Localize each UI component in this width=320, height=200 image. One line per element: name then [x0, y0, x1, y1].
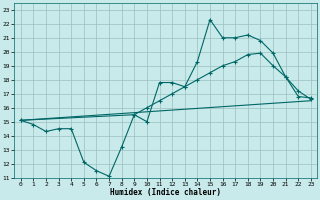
X-axis label: Humidex (Indice chaleur): Humidex (Indice chaleur) [110, 188, 221, 197]
